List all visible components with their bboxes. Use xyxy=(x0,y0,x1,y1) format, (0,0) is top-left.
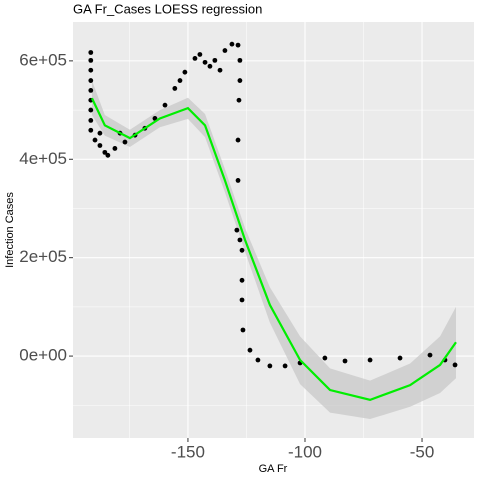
point xyxy=(240,327,246,333)
point xyxy=(239,277,245,283)
point xyxy=(202,59,208,65)
point xyxy=(282,363,288,369)
point xyxy=(197,52,203,57)
point xyxy=(229,41,235,47)
point xyxy=(239,247,245,253)
point xyxy=(88,127,94,133)
point xyxy=(212,57,218,63)
point xyxy=(162,102,168,108)
point xyxy=(88,67,94,73)
point xyxy=(237,78,243,83)
point xyxy=(88,78,94,83)
point xyxy=(247,347,253,353)
point xyxy=(88,57,94,63)
point xyxy=(237,237,243,243)
point xyxy=(239,297,245,303)
point xyxy=(235,137,241,143)
y-tick-label: 4e+05 xyxy=(19,149,67,168)
y-axis-label: Infection Cases xyxy=(4,192,16,268)
point xyxy=(177,78,183,83)
point xyxy=(235,178,241,183)
point xyxy=(92,137,98,143)
point xyxy=(112,146,118,151)
point xyxy=(122,139,128,145)
point xyxy=(97,143,103,148)
y-tick-label: 6e+05 xyxy=(19,50,67,69)
point xyxy=(427,352,433,358)
point xyxy=(88,87,94,93)
point xyxy=(88,107,94,113)
x-tick-label: -50 xyxy=(410,442,435,461)
loess-line xyxy=(90,97,457,402)
chart-title: GA Fr_Cases LOESS regression xyxy=(73,1,262,16)
x-tick-label: -150 xyxy=(171,442,205,461)
point xyxy=(267,363,273,369)
point xyxy=(88,50,94,55)
point xyxy=(236,97,242,103)
point xyxy=(237,57,243,63)
point xyxy=(172,86,178,91)
y-tick-label: 2e+05 xyxy=(19,247,67,266)
point xyxy=(367,357,373,363)
point xyxy=(234,227,240,233)
x-tick-label: -100 xyxy=(288,442,322,461)
point xyxy=(105,152,111,158)
point xyxy=(397,355,403,361)
point xyxy=(217,67,223,73)
y-tick-label: 0e+00 xyxy=(19,346,67,365)
point xyxy=(255,357,261,363)
point xyxy=(207,63,213,69)
point xyxy=(322,355,328,361)
point xyxy=(182,69,188,75)
point xyxy=(102,149,108,155)
point xyxy=(235,42,241,48)
point xyxy=(222,48,228,53)
point xyxy=(88,118,94,123)
point xyxy=(342,358,348,364)
confidence-band xyxy=(91,80,456,420)
x-axis-label: GA Fr xyxy=(259,463,288,475)
point xyxy=(192,56,198,61)
point xyxy=(452,362,458,368)
point xyxy=(97,130,103,136)
